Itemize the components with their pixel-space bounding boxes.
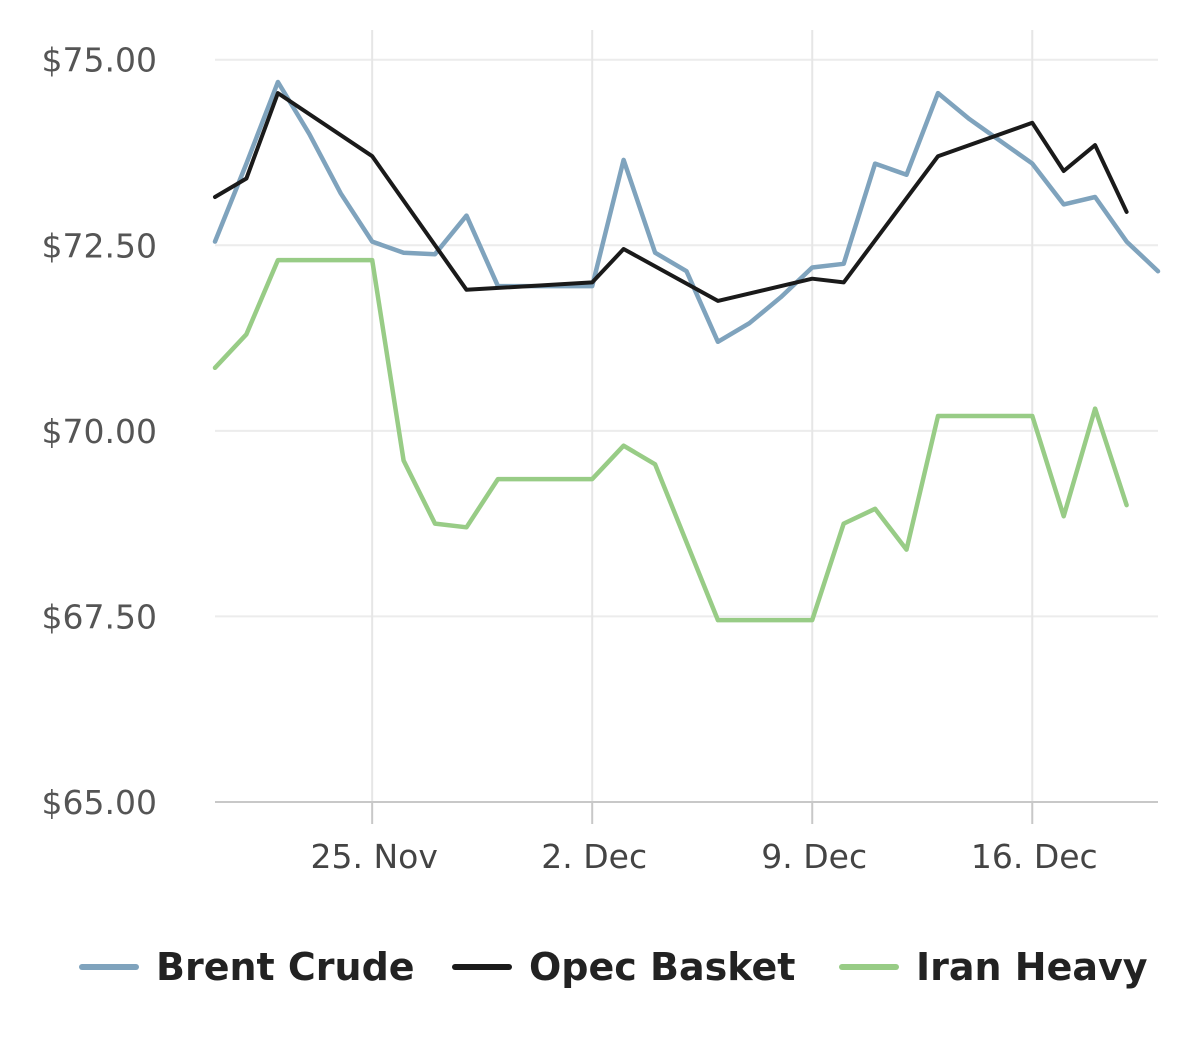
series-line	[213, 91, 1129, 303]
x-tick-label: 9. Dec	[761, 837, 867, 876]
legend-item[interactable]: Opec Basket	[452, 945, 795, 989]
legend-label: Iran Heavy	[916, 945, 1148, 989]
y-tick-label: $67.50	[42, 597, 157, 636]
y-tick-label: $75.00	[42, 41, 157, 80]
legend: Brent Crude Opec Basket Iran Heavy	[79, 945, 1148, 989]
series-brent-crude	[212, 79, 1161, 345]
series-line	[212, 257, 1129, 623]
legend-label: Opec Basket	[529, 945, 795, 989]
legend-item[interactable]: Iran Heavy	[839, 945, 1148, 989]
x-tick-label: 2. Dec	[541, 837, 647, 876]
axes: $65.00 $67.50 $70.00 $72.50 $75.00 25. Nov 2. …	[42, 41, 1158, 876]
y-tick-label: $70.00	[42, 412, 157, 451]
series-iran-heavy	[212, 257, 1129, 623]
series-opec-basket	[213, 91, 1129, 303]
legend-item[interactable]: Brent Crude	[79, 945, 415, 989]
legend-label: Brent Crude	[156, 945, 415, 989]
x-tick-label: 25. Nov	[310, 837, 437, 876]
series	[212, 79, 1161, 623]
x-tick-label: 16. Dec	[971, 837, 1098, 876]
series-line	[212, 79, 1161, 345]
y-tick-label: $72.50	[42, 226, 157, 265]
y-tick-label: $65.00	[42, 783, 157, 822]
